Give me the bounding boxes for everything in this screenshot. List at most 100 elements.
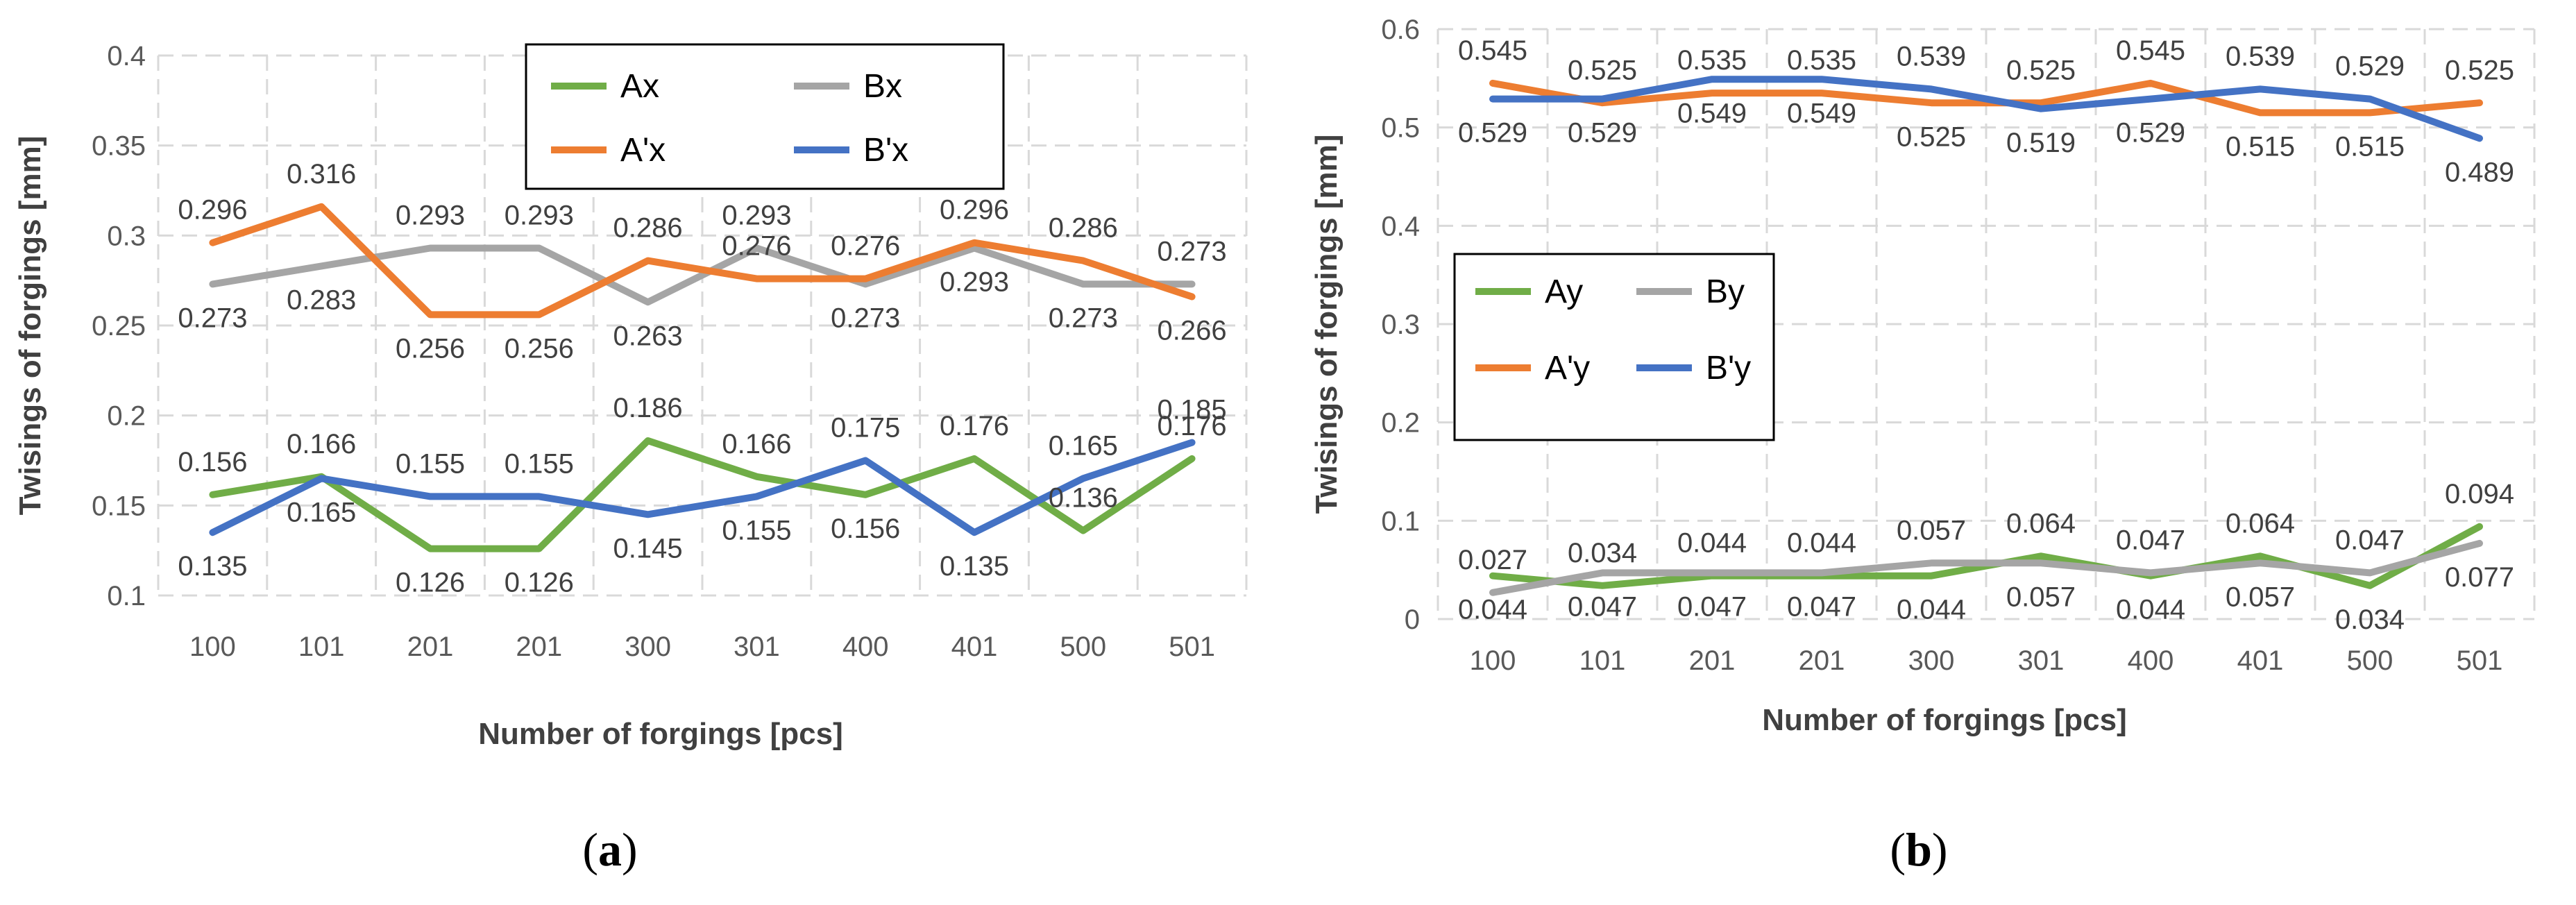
data-label-b-2: 0.525 [1568, 55, 1637, 85]
data-label-b-0: 0.044 [1677, 528, 1747, 559]
data-label-a-1: 0.263 [613, 321, 683, 351]
data-label-a-3: 0.135 [178, 551, 247, 582]
data-label-a-2: 0.256 [505, 333, 574, 364]
data-label-a-0: 0.186 [613, 393, 683, 423]
data-label-b-0: 0.064 [2006, 508, 2076, 539]
data-label-a-3: 0.185 [1158, 395, 1227, 425]
x-tick-label-a: 500 [1060, 632, 1106, 662]
x-tick-label-a: 201 [516, 632, 562, 662]
caption-b-close: ) [1931, 823, 1948, 876]
data-label-a-2: 0.266 [1158, 316, 1227, 346]
series-line-b-2 [1489, 79, 2483, 117]
data-label-b-3: 0.529 [1568, 118, 1637, 149]
data-label-b-0: 0.044 [1897, 595, 1966, 625]
y-tick-label-a: 0.4 [107, 41, 146, 71]
chart-panel-a: 0.1 0.15 0.2 0.25 0.3 0.35 0.4 100 101 201 201 300 3… [0, 0, 1288, 902]
chart-b-svg: 0 0.1 0.2 0.3 0.4 0.5 0.6 100 101 201 201 300 301 400… [1310, 15, 2536, 737]
data-label-a-2: 0.296 [178, 195, 247, 226]
data-label-b-1: 0.047 [2335, 525, 2405, 555]
data-label-a-2: 0.256 [396, 333, 465, 364]
data-label-b-1: 0.047 [1677, 591, 1747, 622]
x-tick-label-b: 101 [1579, 645, 1626, 676]
legend-label-a-3: B'x [863, 132, 908, 169]
data-label-b-2: 0.545 [1458, 35, 1527, 66]
data-label-a-3: 0.135 [940, 551, 1009, 582]
data-label-a-2: 0.286 [1049, 213, 1118, 244]
caption-b: (b) [1815, 822, 2023, 877]
data-label-a-1: 0.273 [1049, 303, 1118, 333]
data-label-a-0: 0.126 [505, 568, 574, 598]
data-label-b-2: 0.525 [2445, 55, 2514, 85]
data-label-a-3: 0.155 [505, 448, 574, 479]
x-tick-label-b: 201 [1799, 645, 1845, 676]
data-label-b-1: 0.047 [1787, 591, 1856, 622]
y-tick-label-a: 0.35 [92, 131, 146, 162]
x-tick-label-a: 401 [951, 632, 998, 662]
legend-label-a-0: Ax [620, 68, 659, 105]
x-tick-label-a: 300 [625, 632, 671, 662]
data-label-b-3: 0.529 [2335, 51, 2405, 82]
legend-label-b-1: By [1706, 273, 1745, 310]
data-label-a-0: 0.156 [831, 514, 900, 544]
data-label-a-3: 0.155 [722, 515, 791, 545]
chart-a-svg: 0.1 0.15 0.2 0.25 0.3 0.35 0.4 100 101 201 201 300 3… [13, 41, 1248, 751]
x-tick-label-b: 500 [2347, 645, 2393, 676]
caption-b-open: ( [1890, 823, 1906, 876]
data-label-b-1: 0.057 [1897, 515, 1966, 545]
y-tick-label-a: 0.1 [107, 581, 146, 611]
data-label-a-1: 0.293 [940, 267, 1009, 297]
series-line-a-2 [209, 203, 1196, 319]
data-label-a-0: 0.166 [722, 429, 791, 459]
data-label-b-3: 0.539 [2226, 41, 2295, 71]
series-line-b-3 [1489, 76, 2483, 142]
data-label-a-2: 0.276 [831, 231, 900, 262]
x-tick-label-b: 301 [2018, 645, 2065, 676]
data-label-a-0: 0.176 [1158, 411, 1227, 441]
x-tick-label-a: 400 [842, 632, 889, 662]
data-label-b-2: 0.545 [2116, 35, 2185, 66]
data-label-a-3: 0.165 [287, 497, 356, 527]
legend-box-b [1453, 253, 1775, 441]
x-tick-label-b: 100 [1470, 645, 1516, 676]
caption-b-letter: b [1906, 823, 1932, 876]
data-label-b-2: 0.535 [1787, 45, 1856, 76]
y-axis-title-a: Twisings of forgings [mm] [13, 136, 47, 516]
data-label-a-2: 0.296 [940, 195, 1009, 226]
data-label-b-0: 0.094 [2445, 479, 2514, 509]
data-label-b-2: 0.525 [2006, 55, 2076, 85]
data-label-b-3: 0.529 [2116, 118, 2185, 149]
x-tick-label-a: 201 [407, 632, 454, 662]
data-label-b-3: 0.519 [2006, 128, 2076, 158]
data-label-a-3: 0.155 [396, 448, 465, 479]
y-tick-label-b: 0.1 [1381, 506, 1420, 536]
data-label-a-1: 0.293 [722, 200, 791, 230]
y-tick-label-a: 0.2 [107, 401, 146, 432]
caption-a-letter: a [598, 823, 622, 876]
data-label-b-1: 0.057 [2006, 582, 2076, 612]
data-label-a-0: 0.126 [396, 568, 465, 598]
data-label-a-3: 0.165 [1049, 430, 1118, 461]
data-label-a-2: 0.286 [613, 213, 683, 244]
data-label-b-0: 0.064 [2226, 508, 2295, 539]
data-label-a-3: 0.145 [613, 533, 683, 564]
y-tick-label-b: 0.5 [1381, 113, 1420, 144]
data-label-a-0: 0.166 [287, 429, 356, 459]
y-tick-label-a: 0.15 [92, 491, 146, 521]
caption-a-close: ) [622, 823, 638, 876]
data-label-a-0: 0.176 [940, 411, 1009, 441]
data-label-b-0: 0.044 [2116, 595, 2185, 625]
series-line-a-3 [209, 439, 1196, 536]
y-tick-label-b: 0.2 [1381, 408, 1420, 439]
data-label-b-0: 0.034 [1568, 538, 1637, 568]
caption-a: (a) [506, 822, 714, 877]
legend-label-b-3: B'y [1706, 350, 1751, 387]
data-label-b-2: 0.525 [1897, 121, 1966, 152]
legend-label-a-1: Bx [863, 68, 902, 105]
x-tick-label-b: 401 [2237, 645, 2284, 676]
data-label-b-1: 0.077 [2445, 562, 2514, 593]
legend-label-a-2: A'x [620, 132, 666, 169]
x-tick-label-b: 300 [1908, 645, 1955, 676]
data-label-b-0: 0.034 [2335, 604, 2405, 635]
data-label-b-1: 0.047 [2116, 525, 2185, 555]
x-tick-label-b: 501 [2457, 645, 2503, 676]
